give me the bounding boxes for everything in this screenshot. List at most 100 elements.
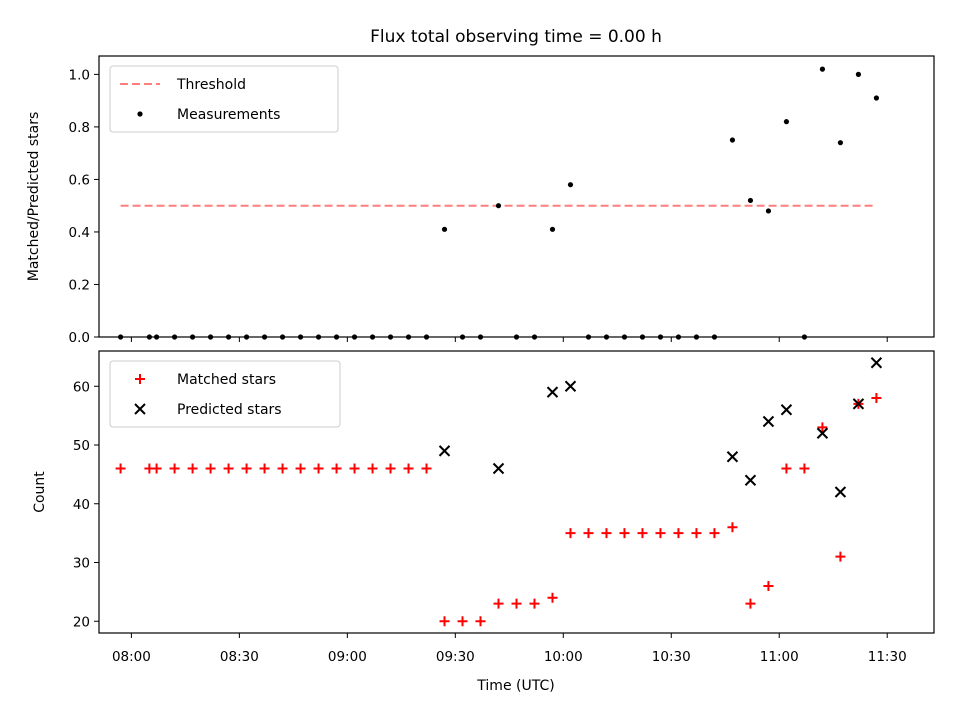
- data-point: [492, 462, 505, 475]
- plot-frame: [98, 350, 935, 634]
- data-point: [783, 119, 790, 125]
- data-point: [529, 598, 540, 609]
- y-tick-label: 30: [73, 556, 90, 572]
- x-axis-title: Time (UTC): [476, 678, 554, 694]
- data-point: [655, 528, 666, 539]
- y-tick-label: 20: [73, 614, 90, 630]
- legend-label: Measurements: [177, 107, 280, 123]
- y-tick-label: 40: [73, 497, 90, 513]
- data-point: [564, 380, 577, 392]
- data-point: [385, 463, 396, 474]
- data-point: [816, 427, 829, 439]
- data-point: [819, 66, 826, 72]
- data-point: [747, 197, 754, 204]
- data-point: [259, 463, 270, 474]
- legend-box: [109, 65, 339, 133]
- data-point: [547, 592, 558, 603]
- data-point: [763, 581, 774, 591]
- data-point: [762, 415, 775, 428]
- data-point: [637, 528, 648, 539]
- data-point: [601, 528, 612, 539]
- data-point: [691, 528, 702, 539]
- data-point: [295, 463, 306, 474]
- data-point: [493, 598, 504, 609]
- data-point: [169, 463, 180, 474]
- data-point: [873, 95, 880, 101]
- legend-label: Threshold: [176, 77, 246, 93]
- data-point: [871, 393, 882, 403]
- y-tick-label: 1.0: [69, 67, 90, 83]
- data-point: [726, 451, 739, 463]
- data-point: [367, 463, 378, 474]
- data-point: [313, 463, 324, 474]
- data-point: [765, 208, 772, 214]
- data-point: [546, 386, 559, 398]
- data-point: [475, 616, 486, 627]
- y-tick-label: 0.4: [69, 225, 90, 241]
- data-point: [852, 398, 865, 410]
- data-point: [511, 598, 522, 609]
- data-point: [421, 463, 432, 474]
- legend-swatch: [135, 374, 145, 384]
- y-axis-title: Count: [32, 471, 48, 513]
- data-point: [709, 528, 720, 539]
- data-point: [744, 474, 757, 486]
- data-point: [151, 463, 162, 474]
- data-point: [187, 463, 198, 474]
- data-point: [835, 551, 846, 562]
- series-matched-stars: [115, 393, 882, 627]
- data-point: [870, 357, 883, 369]
- legend-swatch: [137, 111, 143, 117]
- data-point: [331, 463, 342, 474]
- data-point: [619, 528, 630, 539]
- y-tick-label: 60: [73, 379, 90, 395]
- count-panel: 08:00 08:30 09:00 09:30 10:00 10:30 11:00 11:30…: [32, 350, 935, 665]
- data-point: [495, 203, 502, 209]
- data-point: [115, 463, 126, 474]
- legend: Matched stars Predicted stars: [109, 360, 341, 428]
- data-point: [567, 182, 574, 188]
- data-point: [223, 463, 234, 474]
- data-point: [727, 522, 738, 533]
- x-tick-label: 10:30: [652, 649, 691, 665]
- legend-label: Matched stars: [177, 372, 276, 388]
- y-tick-label: 0.6: [69, 172, 90, 188]
- legend-box: [109, 360, 341, 428]
- y-tick-label: 0.8: [69, 120, 90, 136]
- data-point: [781, 463, 792, 474]
- data-point: [780, 404, 793, 416]
- data-point: [673, 528, 684, 539]
- data-point: [549, 226, 556, 232]
- data-point: [457, 616, 468, 627]
- data-point: [565, 528, 576, 539]
- y-tick-label: 0.2: [69, 277, 90, 293]
- y-tick-label: 50: [73, 438, 90, 454]
- x-tick-label: 08:30: [220, 649, 259, 665]
- data-point: [745, 598, 756, 609]
- x-tick-label: 09:00: [328, 649, 367, 665]
- x-tick-label: 11:00: [760, 649, 799, 665]
- legend-swatch: [134, 403, 146, 415]
- x-tick-label: 09:30: [436, 649, 475, 665]
- data-point: [837, 140, 844, 146]
- data-point: [729, 137, 736, 143]
- x-tick-label: 11:30: [868, 649, 907, 665]
- data-point: [855, 71, 862, 77]
- data-point: [438, 445, 451, 457]
- data-point: [349, 463, 360, 474]
- legend: Threshold Measurements: [109, 65, 339, 133]
- data-point: [834, 486, 847, 498]
- series-predicted-stars: [438, 357, 883, 498]
- legend-label: Predicted stars: [177, 402, 282, 418]
- chart-title: Flux total observing time = 0.00 h: [370, 27, 662, 47]
- data-point: [817, 422, 828, 433]
- data-point: [403, 463, 414, 474]
- data-point: [439, 616, 450, 627]
- y-axis-title: Matched/Predicted stars: [26, 112, 42, 282]
- plot-frame: [98, 55, 935, 338]
- x-tick-label: 08:00: [112, 649, 151, 665]
- data-point: [277, 463, 288, 474]
- ratio-panel: 0.0 0.2 0.4 0.6 0.8 1.0 Matched/Predicted star…: [26, 55, 935, 346]
- data-point: [205, 463, 216, 474]
